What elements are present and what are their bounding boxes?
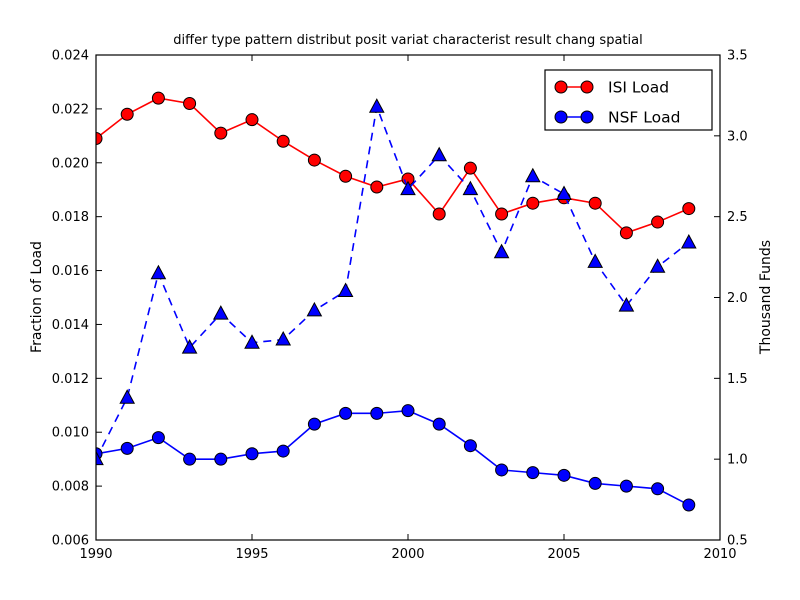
y-tick-label-left: 0.012 bbox=[52, 372, 89, 387]
y-tick-label-left: 0.008 bbox=[52, 480, 89, 495]
series-thousand-funds-marker bbox=[275, 330, 292, 346]
y-tick-label-left: 0.010 bbox=[52, 426, 89, 441]
series-nsf-load-marker bbox=[495, 463, 509, 477]
x-tick-label: 1990 bbox=[79, 547, 112, 562]
y-tick-label-left: 0.014 bbox=[52, 318, 89, 333]
series-thousand-funds-marker bbox=[649, 258, 666, 273]
series-nsf-load-marker bbox=[682, 498, 696, 512]
x-tick-label: 2000 bbox=[391, 547, 424, 562]
series-thousand-funds-marker bbox=[337, 282, 354, 298]
series-thousand-funds-marker bbox=[96, 450, 104, 466]
y-tick-label-left: 0.020 bbox=[52, 156, 89, 171]
x-tick-label: 2010 bbox=[703, 547, 736, 562]
series-thousand-funds-marker bbox=[212, 305, 229, 320]
series-nsf-load-marker bbox=[307, 417, 321, 431]
legend bbox=[544, 69, 713, 131]
x-tick-label: 1995 bbox=[235, 547, 268, 562]
series-isi-load-marker bbox=[276, 134, 290, 148]
series-nsf-load-marker bbox=[120, 441, 134, 455]
series-isi-load-marker bbox=[96, 132, 103, 146]
series-thousand-funds-marker bbox=[368, 98, 385, 113]
series-isi-load-marker bbox=[339, 169, 353, 183]
series-nsf-load-marker bbox=[526, 466, 540, 480]
legend-sample-marker bbox=[580, 80, 594, 94]
series-thousand-funds-marker bbox=[462, 180, 479, 196]
series-isi-load-marker bbox=[619, 226, 633, 240]
series-thousand-funds-marker bbox=[524, 167, 541, 183]
series-thousand-funds-marker bbox=[587, 253, 604, 268]
series-nsf-load-marker bbox=[339, 406, 353, 420]
series-isi-load-marker bbox=[495, 207, 509, 221]
series-isi-load-marker bbox=[245, 113, 259, 127]
series-thousand-funds-marker bbox=[556, 185, 572, 201]
series-thousand-funds-marker bbox=[680, 233, 697, 249]
series-thousand-funds-marker bbox=[150, 264, 167, 280]
y-tick-label-right: 1.0 bbox=[727, 453, 748, 468]
y-tick-label-right: 0.5 bbox=[727, 534, 748, 549]
y-tick-label-right: 3.0 bbox=[727, 129, 748, 144]
series-isi-load-marker bbox=[588, 196, 602, 210]
series-isi-load-marker bbox=[151, 91, 165, 105]
y-tick-label-left: 0.018 bbox=[52, 210, 89, 225]
series-nsf-load-marker bbox=[214, 452, 228, 466]
legend-sample-marker bbox=[580, 110, 594, 124]
series-thousand-funds-marker bbox=[181, 339, 198, 354]
series-nsf-load-marker bbox=[588, 476, 602, 490]
series-isi-load-marker bbox=[651, 215, 665, 229]
series-nsf-load-marker bbox=[276, 444, 290, 458]
series-thousand-funds bbox=[96, 98, 697, 466]
series-nsf-load-marker bbox=[557, 468, 571, 482]
series-thousand-funds-marker bbox=[618, 297, 635, 312]
legend-sample-marker bbox=[554, 80, 568, 94]
series-isi-load-marker bbox=[214, 126, 228, 140]
y-tick-label-right: 3.5 bbox=[727, 49, 748, 64]
series-isi-load-marker bbox=[432, 207, 446, 221]
series-isi-load bbox=[96, 91, 696, 240]
series-isi-load-marker bbox=[370, 180, 384, 194]
series-isi-load-marker bbox=[307, 153, 321, 167]
series-nsf-load-marker bbox=[370, 406, 384, 420]
series-thousand-funds-marker bbox=[493, 243, 510, 259]
series-isi-load-marker bbox=[682, 202, 696, 216]
series-nsf-load-marker bbox=[432, 417, 446, 431]
y-tick-label-right: 2.5 bbox=[727, 210, 748, 225]
y-tick-label-right: 1.5 bbox=[727, 372, 748, 387]
x-tick-label: 2005 bbox=[547, 547, 580, 562]
y-tick-label-right: 2.0 bbox=[727, 291, 748, 306]
chart-title: differ type pattern distribut posit vari… bbox=[173, 33, 643, 48]
series-nsf-load bbox=[96, 404, 696, 512]
y-axis-label-left: Fraction of Load bbox=[29, 241, 45, 353]
y-axis-label-right: Thousand Funds bbox=[758, 239, 774, 355]
series-isi-load-marker bbox=[120, 107, 134, 121]
series-isi-load-marker bbox=[463, 161, 477, 175]
series-thousand-funds-line bbox=[96, 103, 690, 460]
y-tick-label-left: 0.022 bbox=[52, 102, 89, 117]
series-nsf-load-marker bbox=[401, 404, 415, 418]
series-thousand-funds-marker bbox=[119, 389, 136, 404]
series-nsf-load-marker bbox=[245, 447, 259, 461]
legend-label-isi-load: ISI Load bbox=[608, 79, 669, 97]
series-nsf-load-marker bbox=[151, 431, 165, 445]
series-thousand-funds-marker bbox=[400, 180, 416, 196]
series-thousand-funds-marker bbox=[431, 146, 448, 162]
series-isi-load-marker bbox=[183, 97, 197, 110]
series-nsf-load-marker bbox=[619, 479, 633, 493]
legend-sample-marker bbox=[554, 110, 568, 124]
y-tick-label-left: 0.024 bbox=[52, 49, 89, 64]
y-tick-label-left: 0.016 bbox=[52, 264, 89, 279]
legend-label-nsf-load: NSF Load bbox=[608, 109, 680, 127]
series-nsf-load-marker bbox=[183, 452, 197, 466]
series-nsf-load-marker bbox=[463, 439, 477, 453]
series-isi-load-marker bbox=[526, 196, 540, 210]
series-thousand-funds-marker bbox=[244, 334, 260, 349]
series-thousand-funds-marker bbox=[306, 301, 323, 317]
series-nsf-load-marker bbox=[651, 482, 665, 496]
y-tick-label-left: 0.006 bbox=[52, 534, 89, 549]
